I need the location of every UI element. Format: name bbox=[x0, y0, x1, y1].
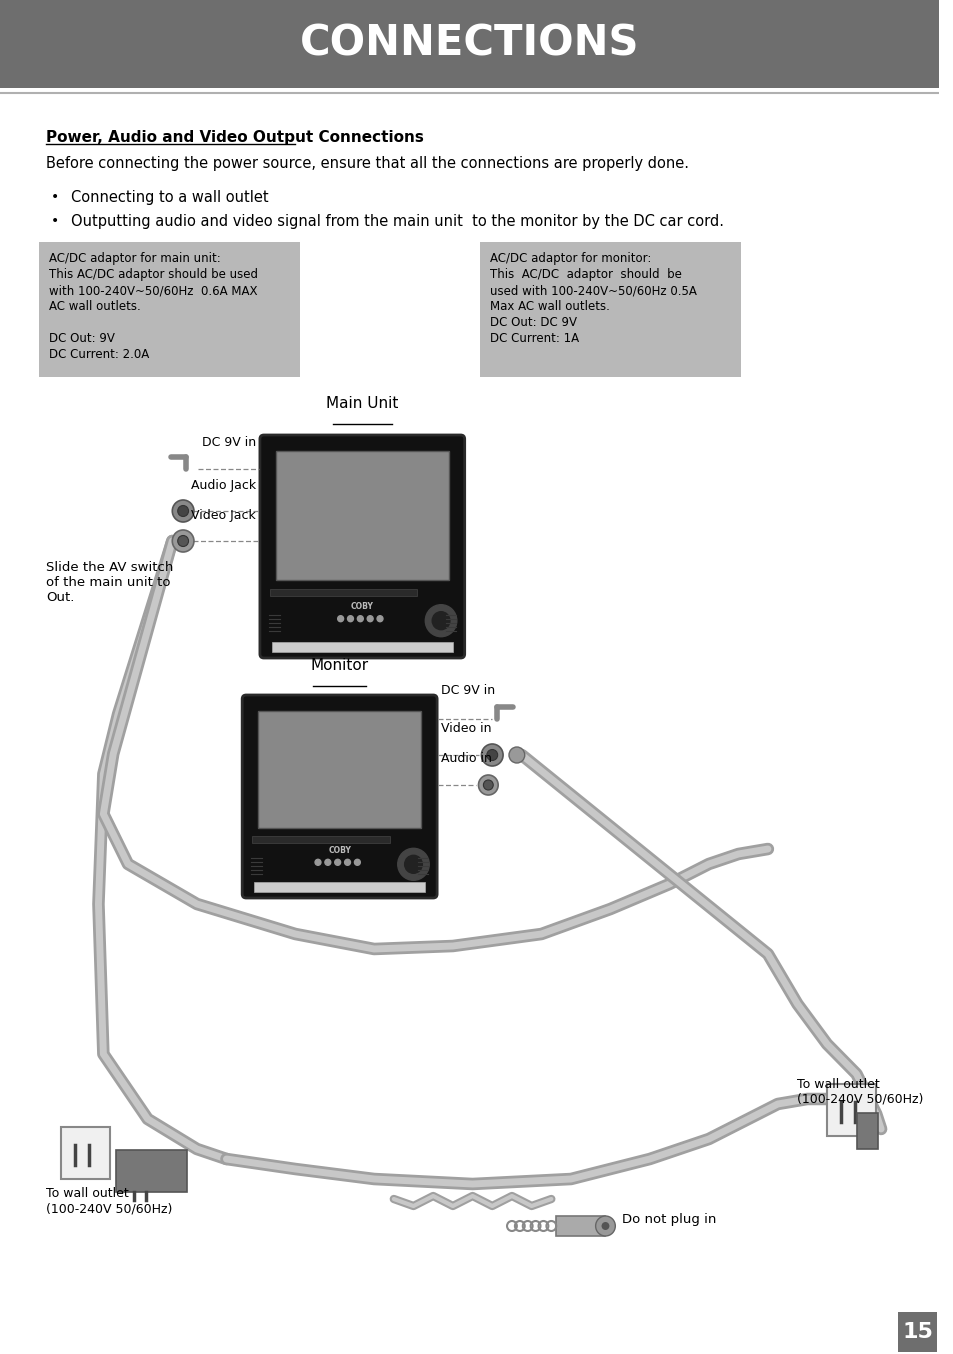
Circle shape bbox=[177, 505, 189, 516]
Text: COBY: COBY bbox=[328, 846, 351, 854]
Circle shape bbox=[367, 616, 373, 621]
Bar bbox=[252, 835, 390, 842]
Text: DC 9V in: DC 9V in bbox=[440, 684, 495, 697]
Circle shape bbox=[478, 774, 497, 795]
Text: To wall outlet
(100-240V 50/60Hz): To wall outlet (100-240V 50/60Hz) bbox=[797, 1078, 923, 1106]
Text: AC wall outlets.: AC wall outlets. bbox=[50, 301, 141, 313]
Circle shape bbox=[347, 616, 353, 621]
Circle shape bbox=[509, 747, 524, 764]
Text: This  AC/DC  adaptor  should  be: This AC/DC adaptor should be bbox=[490, 268, 681, 282]
Bar bbox=[253, 881, 425, 892]
Text: Max AC wall outlets.: Max AC wall outlets. bbox=[490, 301, 610, 313]
Text: DC Current: 2.0A: DC Current: 2.0A bbox=[50, 348, 150, 362]
Text: CONNECTIONS: CONNECTIONS bbox=[299, 23, 639, 65]
Bar bbox=[116, 1150, 187, 1192]
Text: Monitor: Monitor bbox=[311, 658, 368, 673]
Text: Do not plug in: Do not plug in bbox=[621, 1213, 716, 1227]
FancyBboxPatch shape bbox=[39, 242, 300, 376]
Circle shape bbox=[177, 535, 189, 547]
Bar bbox=[556, 1216, 605, 1236]
Bar bbox=[826, 1085, 875, 1136]
Text: used with 100-240V~50/60Hz 0.5A: used with 100-240V~50/60Hz 0.5A bbox=[490, 284, 697, 297]
Text: •: • bbox=[51, 214, 59, 227]
Circle shape bbox=[595, 1216, 615, 1236]
Circle shape bbox=[355, 860, 360, 865]
Text: Outputting audio and video signal from the main unit  to the monitor by the DC c: Outputting audio and video signal from t… bbox=[71, 214, 723, 229]
Text: To wall outlet
(100-240V 50/60Hz): To wall outlet (100-240V 50/60Hz) bbox=[47, 1187, 172, 1215]
Text: Before connecting the power source, ensure that all the connections are properly: Before connecting the power source, ensu… bbox=[47, 156, 689, 171]
Circle shape bbox=[376, 616, 382, 621]
Text: DC Out: 9V: DC Out: 9V bbox=[50, 332, 115, 345]
Text: AC/DC adaptor for monitor:: AC/DC adaptor for monitor: bbox=[490, 252, 651, 265]
Text: AC/DC adaptor for main unit:: AC/DC adaptor for main unit: bbox=[50, 252, 221, 265]
Circle shape bbox=[344, 860, 350, 865]
FancyBboxPatch shape bbox=[259, 435, 464, 658]
Circle shape bbox=[601, 1223, 609, 1229]
Text: DC Current: 1A: DC Current: 1A bbox=[490, 332, 578, 345]
Text: with 100-240V~50/60Hz  0.6A MAX: with 100-240V~50/60Hz 0.6A MAX bbox=[50, 284, 257, 297]
Circle shape bbox=[314, 860, 320, 865]
Circle shape bbox=[432, 612, 450, 630]
Circle shape bbox=[172, 500, 193, 523]
Bar bbox=[61, 1127, 111, 1179]
Text: COBY: COBY bbox=[351, 603, 374, 611]
Circle shape bbox=[425, 605, 456, 636]
Text: Connecting to a wall outlet: Connecting to a wall outlet bbox=[71, 190, 268, 204]
Circle shape bbox=[172, 529, 193, 552]
Circle shape bbox=[483, 780, 493, 789]
FancyBboxPatch shape bbox=[480, 242, 740, 376]
Bar bbox=[270, 589, 417, 596]
Bar bbox=[257, 711, 421, 829]
Circle shape bbox=[357, 616, 363, 621]
Circle shape bbox=[486, 750, 497, 761]
Text: •: • bbox=[51, 190, 59, 204]
Circle shape bbox=[397, 849, 429, 880]
Bar bbox=[272, 642, 453, 653]
Circle shape bbox=[325, 860, 331, 865]
Text: 15: 15 bbox=[902, 1322, 932, 1342]
Circle shape bbox=[335, 860, 340, 865]
Text: Power, Audio and Video Output Connections: Power, Audio and Video Output Connection… bbox=[47, 130, 424, 145]
Text: DC 9V in: DC 9V in bbox=[202, 436, 255, 450]
Text: Audio in: Audio in bbox=[440, 751, 492, 765]
Text: DC Out: DC 9V: DC Out: DC 9V bbox=[490, 315, 577, 329]
Text: Video Jack: Video Jack bbox=[191, 509, 255, 523]
Text: Slide the AV switch
of the main unit to
Out.: Slide the AV switch of the main unit to … bbox=[47, 561, 173, 604]
Text: Audio Jack: Audio Jack bbox=[191, 479, 255, 492]
Text: This AC/DC adaptor should be used: This AC/DC adaptor should be used bbox=[50, 268, 258, 282]
Circle shape bbox=[404, 856, 422, 873]
Text: Video in: Video in bbox=[440, 722, 491, 735]
Bar bbox=[897, 1312, 936, 1353]
Bar bbox=[856, 1113, 878, 1150]
Circle shape bbox=[481, 743, 502, 766]
Text: Main Unit: Main Unit bbox=[326, 395, 398, 412]
Circle shape bbox=[337, 616, 343, 621]
FancyBboxPatch shape bbox=[242, 695, 436, 898]
Bar bbox=[275, 451, 449, 580]
FancyBboxPatch shape bbox=[0, 0, 939, 88]
